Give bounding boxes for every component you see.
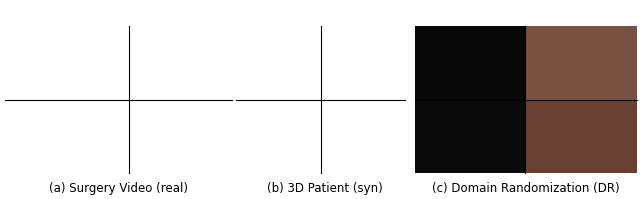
Text: (b) 3D Patient (syn): (b) 3D Patient (syn)	[268, 181, 383, 195]
Bar	[415, 26, 525, 100]
Text: (c) Domain Randomization (DR): (c) Domain Randomization (DR)	[432, 181, 620, 195]
Bar	[415, 100, 525, 173]
Bar	[525, 100, 637, 173]
Bar	[525, 26, 637, 100]
Text: (a) Surgery Video (real): (a) Surgery Video (real)	[49, 181, 188, 195]
